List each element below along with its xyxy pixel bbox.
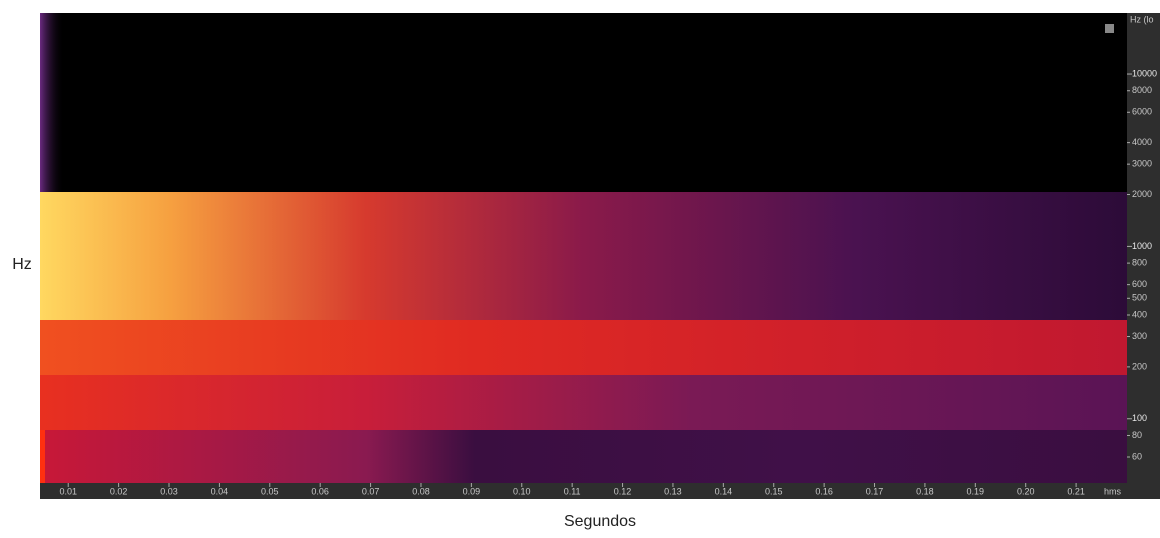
y-tick-label: 500 <box>1132 293 1147 303</box>
y-tick-label: 4000 <box>1132 137 1152 147</box>
x-tick-label: 0.02 <box>110 486 128 496</box>
y-tick-label: 400 <box>1132 309 1147 319</box>
x-tick-label: 0.17 <box>866 486 884 496</box>
y-tick-label: 60 <box>1132 451 1142 461</box>
x-tick-label: 0.03 <box>160 486 178 496</box>
corner-icon[interactable] <box>1105 24 1114 33</box>
x-tick-label: 0.16 <box>815 486 833 496</box>
y-tick-label: 6000 <box>1132 107 1152 117</box>
spectrum-band <box>40 320 1127 375</box>
x-tick-label: 0.19 <box>967 486 985 496</box>
x-tick-label: 0.15 <box>765 486 783 496</box>
x-tick-label: 0.12 <box>614 486 632 496</box>
x-unit: hms <box>1104 486 1122 496</box>
x-tick-label: 0.07 <box>362 486 380 496</box>
x-tick-label: 0.06 <box>311 486 329 496</box>
x-tick-label: 0.05 <box>261 486 279 496</box>
spectrum-edge <box>40 430 45 483</box>
y-tick-label: 3000 <box>1132 159 1152 169</box>
y-tick-label: 800 <box>1132 257 1147 267</box>
x-tick-label: 0.20 <box>1017 486 1035 496</box>
x-tick-label: 0.14 <box>715 486 733 496</box>
y-axis-title: Hz <box>12 256 32 273</box>
spectrum-band <box>40 375 1127 430</box>
x-axis-strip <box>40 483 1160 499</box>
spectrum-band <box>40 192 1127 320</box>
y-tick-label: 1000 <box>1132 241 1152 251</box>
y-tick-label: 300 <box>1132 331 1147 341</box>
x-tick-label: 0.10 <box>513 486 531 496</box>
y-tick-label: 200 <box>1132 361 1147 371</box>
x-tick-label: 0.09 <box>463 486 481 496</box>
y-tick-label: 600 <box>1132 279 1147 289</box>
y-tick-label: 8000 <box>1132 85 1152 95</box>
x-tick-label: 0.13 <box>664 486 682 496</box>
spectrum-band <box>40 430 1127 483</box>
x-tick-label: 0.04 <box>211 486 229 496</box>
x-tick-label: 0.21 <box>1067 486 1085 496</box>
x-tick-label: 0.11 <box>564 486 581 496</box>
x-tick-label: 0.18 <box>916 486 934 496</box>
y-tick-label: 80 <box>1132 430 1142 440</box>
edge-glow <box>40 13 64 193</box>
y-tick-label: 100 <box>1132 413 1147 423</box>
x-tick-label: 0.01 <box>59 486 77 496</box>
y-unit: Hz (lo <box>1130 14 1154 24</box>
x-axis-title: Segundos <box>564 513 636 530</box>
y-tick-label: 10000 <box>1132 68 1157 78</box>
y-axis-strip <box>1127 13 1160 483</box>
x-tick-label: 0.08 <box>412 486 430 496</box>
y-tick-label: 2000 <box>1132 189 1152 199</box>
